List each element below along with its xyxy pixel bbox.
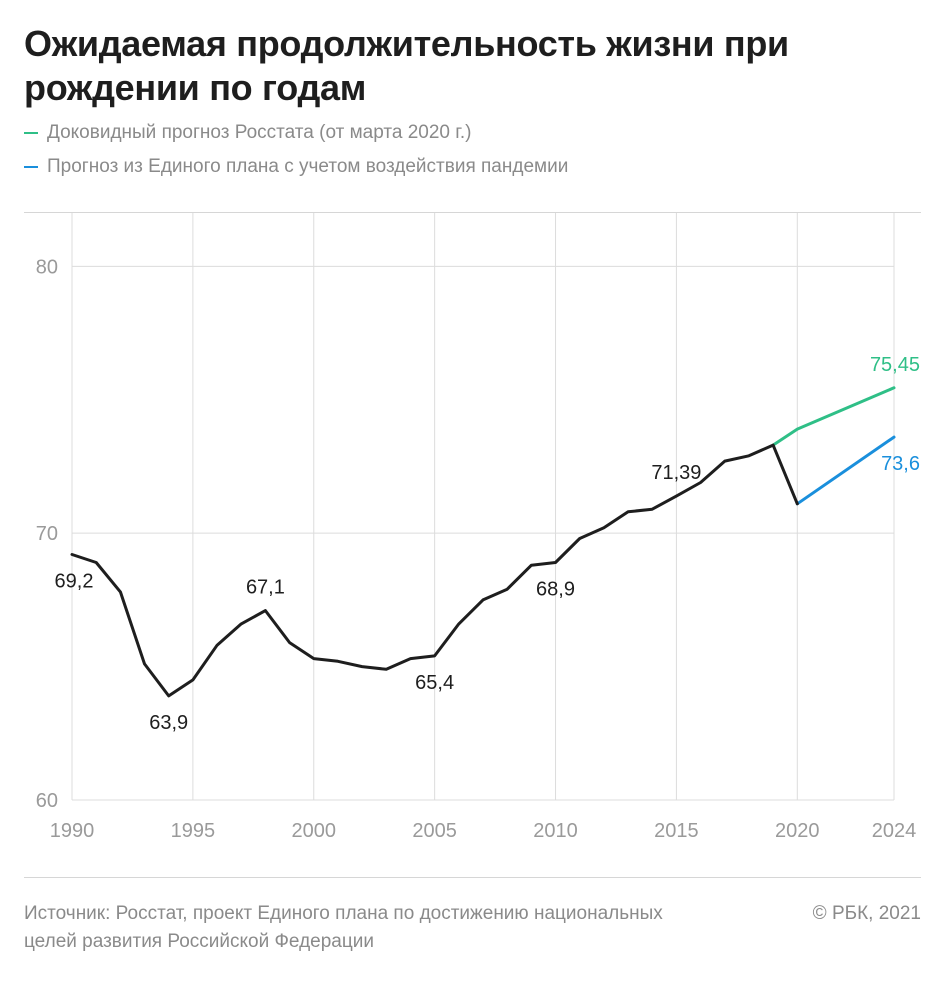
data-label: 73,6 [881, 453, 920, 475]
chart-title: Ожидаемая продолжительность жизни при ро… [24, 23, 789, 108]
legend-swatch-precovid [24, 132, 38, 134]
legend-item-precovid: Доковидный прогноз Росстата (от марта 20… [24, 116, 568, 150]
legend-item-pandemic: Прогноз из Единого плана с учетом воздей… [24, 150, 568, 184]
series-line-0 [70, 443, 799, 698]
legend: Доковидный прогноз Росстата (от марта 20… [24, 116, 568, 184]
y-tick-label: 60 [36, 790, 58, 812]
legend-label-precovid: Доковидный прогноз Росстата (от марта 20… [47, 122, 472, 143]
x-tick-label: 1990 [50, 820, 95, 842]
data-label: 69,2 [55, 571, 94, 593]
x-tick-label: 2000 [292, 820, 337, 842]
chart-area: 1990 1995 2000 2005 2010 2015 2020 2024 60 70 80 69… [0, 200, 945, 860]
legend-swatch-pandemic [24, 166, 38, 168]
data-label: 71,39 [651, 462, 701, 484]
data-label: 67,1 [246, 577, 285, 599]
x-tick-label: 2020 [775, 820, 820, 842]
x-tick-label: 2010 [533, 820, 578, 842]
source-note: Источник: Росстат, проект Единого плана … [24, 903, 663, 952]
data-label: 65,4 [415, 672, 454, 694]
x-tick-label: 2015 [654, 820, 699, 842]
y-tick-label: 80 [36, 256, 58, 278]
series-line-2 [795, 435, 896, 506]
top-divider [24, 212, 921, 213]
x-tick-label: 2005 [412, 820, 457, 842]
x-tick-label: 2024 [872, 820, 917, 842]
data-label: 75,45 [870, 354, 920, 376]
y-tick-label: 70 [36, 523, 58, 545]
series-line-1 [771, 386, 896, 447]
data-label: 68,9 [536, 579, 575, 601]
data-label: 63,9 [149, 712, 188, 734]
legend-label-pandemic: Прогноз из Единого плана с учетом воздей… [47, 156, 569, 177]
bottom-divider [24, 877, 921, 878]
x-tick-label: 1995 [171, 820, 216, 842]
life-expectancy-chart: 1990 1995 2000 2005 2010 2015 2020 2024 60 70 80 69… [36, 213, 920, 842]
copyright: © РБК, 2021 [812, 903, 921, 924]
